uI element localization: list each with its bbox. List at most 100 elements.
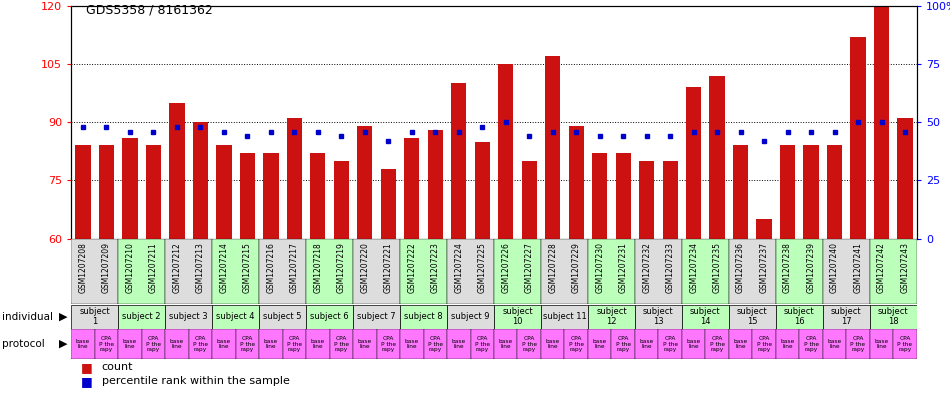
Text: GSM1207215: GSM1207215 — [243, 242, 252, 293]
Text: CPA
P the
rapy: CPA P the rapy — [428, 336, 443, 353]
Bar — [729, 239, 776, 304]
Bar — [682, 305, 729, 329]
Bar — [733, 145, 749, 239]
Bar — [142, 329, 165, 359]
Bar — [212, 329, 236, 359]
Text: subject 8: subject 8 — [405, 312, 443, 321]
Bar — [236, 329, 259, 359]
Text: CPA
P the
rapy: CPA P the rapy — [522, 336, 537, 353]
Bar — [799, 329, 823, 359]
Text: base
line: base line — [827, 339, 842, 349]
Bar — [447, 305, 494, 329]
Bar — [263, 153, 278, 239]
Bar — [588, 329, 612, 359]
Bar — [95, 329, 118, 359]
Bar — [870, 305, 917, 329]
Bar — [424, 329, 447, 359]
Bar — [212, 239, 259, 304]
Text: base
line: base line — [451, 339, 466, 349]
Bar — [165, 305, 212, 329]
Text: base
line: base line — [76, 339, 90, 349]
Bar — [545, 56, 560, 239]
Bar — [612, 329, 635, 359]
Text: CPA
P the
rapy: CPA P the rapy — [99, 336, 114, 353]
Bar — [283, 329, 306, 359]
Bar — [71, 329, 95, 359]
Text: base
line: base line — [123, 339, 137, 349]
Bar — [776, 305, 823, 329]
Text: GSM1207239: GSM1207239 — [807, 242, 815, 293]
Text: CPA
P the
rapy: CPA P the rapy — [710, 336, 725, 353]
Text: subject
17: subject 17 — [831, 307, 862, 327]
Bar — [541, 239, 588, 304]
Bar — [874, 6, 889, 239]
Bar — [870, 239, 917, 304]
Text: ■: ■ — [81, 361, 92, 374]
Bar — [729, 329, 752, 359]
Bar — [169, 103, 184, 239]
Text: subject
12: subject 12 — [596, 307, 627, 327]
Bar — [846, 329, 870, 359]
Text: GSM1207232: GSM1207232 — [642, 242, 651, 293]
Text: GSM1207224: GSM1207224 — [454, 242, 464, 293]
Bar — [165, 239, 212, 304]
Bar — [616, 153, 631, 239]
Text: subject
16: subject 16 — [784, 307, 815, 327]
Bar — [357, 126, 372, 239]
Text: base
line: base line — [264, 339, 278, 349]
Text: subject 7: subject 7 — [357, 312, 396, 321]
Text: GSM1207220: GSM1207220 — [360, 242, 370, 293]
Bar — [451, 83, 466, 239]
Text: subject
14: subject 14 — [690, 307, 721, 327]
Text: GSM1207216: GSM1207216 — [266, 242, 275, 293]
Text: ▶: ▶ — [59, 339, 67, 349]
Bar — [259, 305, 306, 329]
Bar — [710, 76, 725, 239]
Text: individual: individual — [2, 312, 53, 322]
Bar — [564, 329, 588, 359]
Text: count: count — [102, 362, 133, 373]
Text: GSM1207209: GSM1207209 — [102, 242, 111, 293]
Text: GSM1207210: GSM1207210 — [125, 242, 135, 293]
Bar — [118, 239, 165, 304]
Text: CPA
P the
rapy: CPA P the rapy — [569, 336, 583, 353]
Bar — [447, 239, 494, 304]
Bar — [541, 305, 588, 329]
Text: percentile rank within the sample: percentile rank within the sample — [102, 376, 290, 386]
Text: protocol: protocol — [2, 339, 45, 349]
Bar — [123, 138, 138, 239]
Text: base
line: base line — [781, 339, 795, 349]
Text: CPA
P the
rapy: CPA P the rapy — [616, 336, 631, 353]
Bar — [682, 239, 729, 304]
Bar — [287, 118, 302, 239]
Text: CPA
P the
rapy: CPA P the rapy — [146, 336, 161, 353]
Text: subject 3: subject 3 — [169, 312, 208, 321]
Bar — [898, 118, 913, 239]
Text: GSM1207236: GSM1207236 — [736, 242, 745, 293]
Bar — [71, 239, 118, 304]
Text: GSM1207228: GSM1207228 — [548, 242, 558, 293]
Bar — [893, 329, 917, 359]
Bar — [306, 305, 353, 329]
Bar — [447, 329, 470, 359]
Bar — [353, 305, 400, 329]
Text: GSM1207221: GSM1207221 — [384, 242, 392, 293]
Text: GSM1207229: GSM1207229 — [572, 242, 580, 293]
Bar — [494, 305, 541, 329]
Text: GSM1207241: GSM1207241 — [853, 242, 863, 293]
Bar — [330, 329, 353, 359]
Bar — [804, 145, 819, 239]
Bar — [306, 329, 330, 359]
Bar — [870, 329, 893, 359]
Bar — [635, 239, 682, 304]
Text: CPA
P the
rapy: CPA P the rapy — [287, 336, 302, 353]
Text: subject 9: subject 9 — [451, 312, 490, 321]
Bar — [588, 305, 635, 329]
Bar — [376, 329, 400, 359]
Text: GSM1207219: GSM1207219 — [337, 242, 346, 293]
Bar — [217, 145, 232, 239]
Text: base
line: base line — [593, 339, 607, 349]
Text: CPA
P the
rapy: CPA P the rapy — [475, 336, 490, 353]
Bar — [658, 329, 682, 359]
Text: GSM1207211: GSM1207211 — [149, 242, 158, 293]
